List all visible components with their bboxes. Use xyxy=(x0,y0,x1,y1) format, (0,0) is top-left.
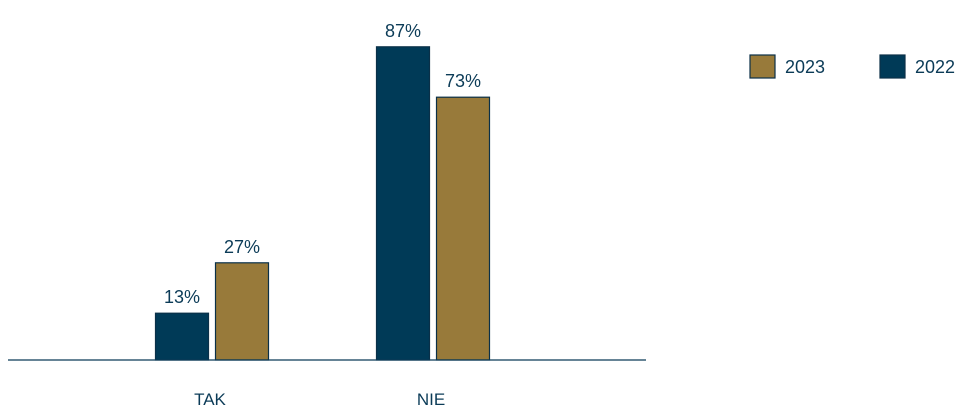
legend-label-2023: 2023 xyxy=(785,57,825,77)
bar-2023-tak xyxy=(214,262,270,361)
data-label-2023-tak: 27% xyxy=(224,237,260,257)
legend-swatch-2022 xyxy=(879,54,906,79)
data-label-2022-nie: 87% xyxy=(385,21,421,41)
category-label-nie: NIE xyxy=(417,390,445,407)
bars-layer xyxy=(154,46,491,361)
category-label-tak: TAK xyxy=(194,390,226,407)
legend: 2023 2022 xyxy=(749,54,955,79)
legend-label-2022: 2022 xyxy=(915,57,955,77)
legend-swatch-2023 xyxy=(749,54,776,79)
data-label-2023-nie: 73% xyxy=(445,71,481,91)
data-label-2022-tak: 13% xyxy=(164,287,200,307)
bar-2022-nie xyxy=(375,46,431,361)
bar-2023-nie xyxy=(435,96,491,361)
bar-2022-tak xyxy=(154,312,210,361)
labels-layer: 13% 87% 27% 73% TAK NIE xyxy=(164,21,481,407)
